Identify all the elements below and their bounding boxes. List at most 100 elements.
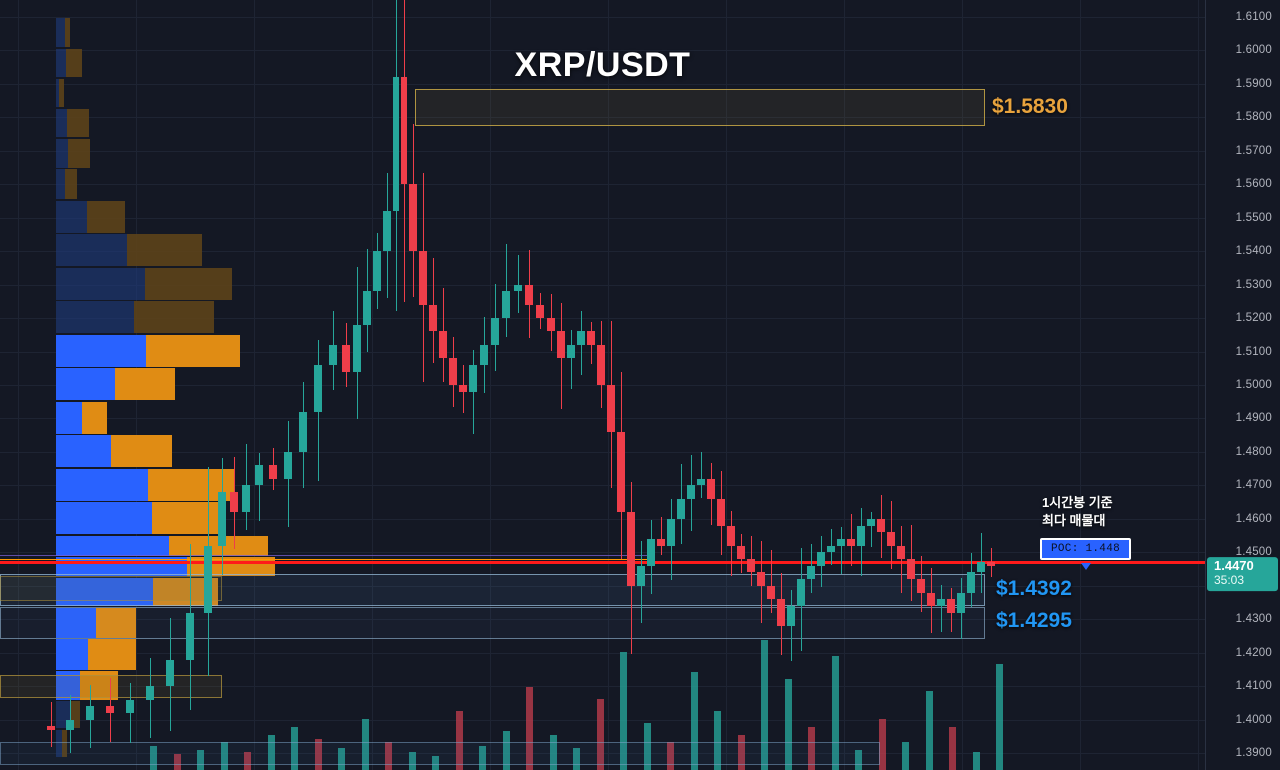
gridline xyxy=(18,0,19,770)
volume-profile-buy-bar xyxy=(56,48,66,78)
volume-profile-sell-bar xyxy=(87,200,125,233)
volume-profile-buy-bar xyxy=(56,334,147,367)
candle-body xyxy=(617,431,625,513)
poc-pointer-icon xyxy=(1081,563,1091,571)
candle-body xyxy=(677,498,685,519)
volume-profile-sell-bar xyxy=(134,301,215,334)
current-price-badge[interactable]: 1.4470 35:03 xyxy=(1207,557,1278,592)
volume-profile-buy-bar xyxy=(56,267,145,300)
volume-bar xyxy=(855,750,862,770)
current-price-line xyxy=(0,560,1205,564)
volume-profile-sell-bar xyxy=(127,234,202,267)
gridline xyxy=(0,84,1205,85)
price-axis-tick: 1.4000 xyxy=(1235,714,1272,726)
price-axis-tick: 1.4100 xyxy=(1235,680,1272,692)
volume-profile-sell-bar xyxy=(168,535,269,556)
volume-profile-buy-bar xyxy=(56,607,96,638)
candle-body xyxy=(837,539,845,546)
volume-profile-buy-bar xyxy=(56,468,149,501)
candle-body xyxy=(383,210,391,252)
poc-annotation-text: 1시간봉 기준 최다 매물대 xyxy=(1042,494,1113,529)
volume-profile-sell-bar xyxy=(80,671,119,700)
price-axis-tick: 1.4500 xyxy=(1235,546,1272,558)
support-zone-lower xyxy=(0,606,985,640)
candle-body xyxy=(567,344,575,359)
candle-body xyxy=(947,599,955,613)
volume-bar xyxy=(808,726,815,770)
volume-profile-sell-bar xyxy=(110,435,173,468)
volume-profile-buy-bar xyxy=(56,18,65,48)
candle-body xyxy=(363,291,371,325)
candle-body xyxy=(797,579,805,606)
volume-profile-buy-bar xyxy=(56,169,66,200)
candle-body xyxy=(877,518,885,533)
volume-profile-row xyxy=(56,535,368,556)
page-title: XRP/USDT xyxy=(514,46,691,84)
volume-profile-sell-bar xyxy=(59,78,65,108)
candle-body xyxy=(393,77,399,211)
chart-plot-area[interactable]: XRP/USDT $1.5830 $1.4392 $1.4295 1시간봉 기준… xyxy=(0,0,1205,770)
candle-wick xyxy=(259,453,260,521)
candle-body xyxy=(577,331,585,345)
candle-body xyxy=(166,659,174,687)
volume-profile-buy-bar xyxy=(56,671,81,700)
gridline xyxy=(0,519,1205,520)
volume-profile-row xyxy=(56,502,368,535)
gridline xyxy=(0,318,1205,319)
poc-value-badge[interactable]: POC: 1.448 xyxy=(1040,538,1132,561)
candle-body xyxy=(587,331,595,345)
candle-body xyxy=(827,545,835,553)
candle-body xyxy=(419,251,427,305)
candle-body xyxy=(126,699,134,714)
price-axis-tick: 1.4900 xyxy=(1235,412,1272,424)
volume-bar xyxy=(385,742,392,770)
candle-body xyxy=(687,485,695,499)
candle-body xyxy=(106,706,114,714)
gold-zone-lower-a xyxy=(0,674,222,698)
candle-wick xyxy=(130,683,131,744)
candle-wick xyxy=(941,584,942,632)
volume-profile-row xyxy=(56,334,368,367)
volume-profile-buy-bar xyxy=(56,200,88,233)
gridline xyxy=(490,0,491,770)
candle-body xyxy=(847,539,855,546)
gridline xyxy=(0,184,1205,185)
gridline xyxy=(0,452,1205,453)
candle-body xyxy=(977,562,985,573)
volume-bar xyxy=(220,742,228,770)
current-price-value: 1.4470 xyxy=(1214,558,1254,574)
candle-wick xyxy=(506,244,507,338)
volume-bar xyxy=(244,752,251,770)
price-axis-tick: 1.3900 xyxy=(1235,747,1272,759)
volume-profile-row xyxy=(56,401,368,434)
volume-bar xyxy=(878,718,886,770)
volume-bar xyxy=(526,687,533,770)
candle-body xyxy=(328,344,337,365)
candle-body xyxy=(353,324,361,372)
volume-profile-buy-bar xyxy=(56,108,68,138)
candle-body xyxy=(373,251,381,292)
volume-profile-buy-bar xyxy=(56,368,116,401)
price-scale-axis[interactable]: 1.6100 1.6000 1.5900 1.5800 1.5700 1.5600 1.55… xyxy=(1205,0,1280,770)
price-axis-tick: 1.5400 xyxy=(1235,245,1272,257)
candle-body xyxy=(186,612,194,660)
volume-profile-sell-bar xyxy=(115,368,175,401)
price-axis-tick: 1.4300 xyxy=(1235,613,1272,625)
volume-profile-row xyxy=(56,78,368,108)
candle-body xyxy=(887,532,895,546)
gridline xyxy=(0,418,1205,419)
candle-body xyxy=(269,465,277,479)
volume-profile-buy-bar xyxy=(56,78,60,108)
candle-body xyxy=(597,344,605,385)
candle-body xyxy=(957,592,965,613)
volume-bar xyxy=(338,748,345,770)
candle-body xyxy=(787,605,795,627)
candle-body xyxy=(536,304,544,319)
gridline xyxy=(0,251,1205,252)
candle-body xyxy=(47,726,55,730)
volume-bar xyxy=(761,640,768,770)
candle-body xyxy=(647,539,655,566)
gridline xyxy=(0,686,1205,687)
volume-bar xyxy=(925,691,933,770)
volume-profile-sell-bar xyxy=(95,607,136,638)
